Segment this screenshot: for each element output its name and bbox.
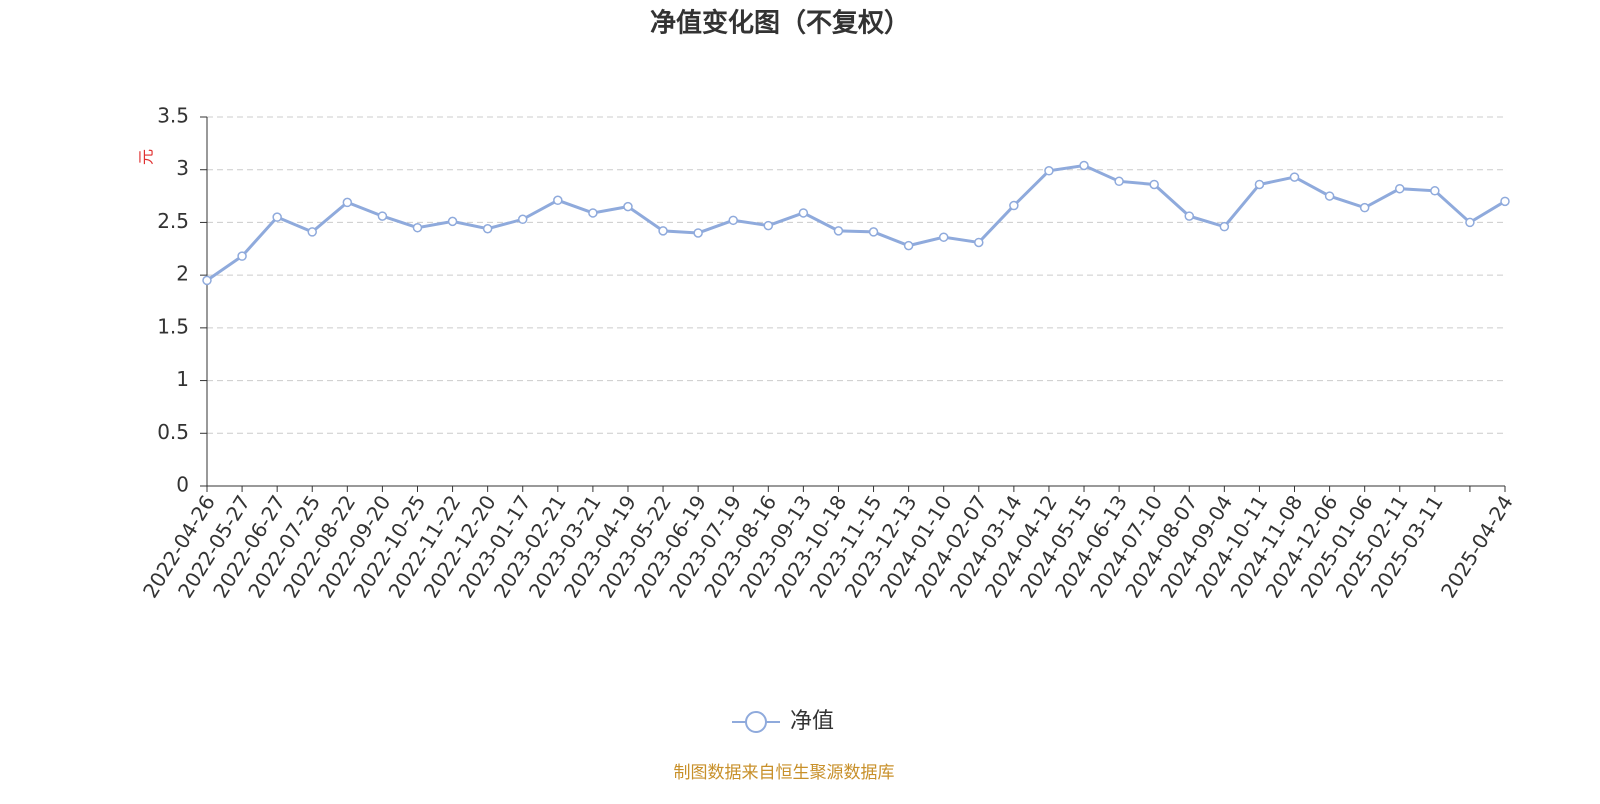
legend-label: 净值 <box>790 709 834 734</box>
point <box>903 240 914 251</box>
x-tick-label: 2025-04-24 <box>1436 491 1518 602</box>
point <box>1114 176 1124 187</box>
point <box>272 212 282 222</box>
point <box>342 197 353 208</box>
y-tick-label: 0 <box>176 473 189 497</box>
source-note: 制图数据来自恒生聚源数据库 <box>674 763 895 783</box>
point <box>763 220 774 231</box>
line <box>206 163 1506 282</box>
point <box>658 226 668 236</box>
point <box>517 214 528 225</box>
point <box>1184 211 1195 221</box>
point <box>728 215 738 226</box>
point <box>1359 202 1370 213</box>
point <box>553 195 563 206</box>
point <box>237 251 247 261</box>
point <box>202 275 212 286</box>
y-tick-label: 2.5 <box>157 209 189 233</box>
y-axis-label: 元 <box>137 149 156 165</box>
point <box>693 228 703 238</box>
point <box>938 232 949 242</box>
y-tick-label: 2 <box>176 262 189 286</box>
point <box>377 211 388 221</box>
point <box>868 227 879 237</box>
y-tick-label: 1 <box>176 367 189 391</box>
chart-title: 净值变化图（不复权） <box>650 8 910 39</box>
point <box>588 208 598 218</box>
y-tick-label: 3 <box>176 156 189 180</box>
point <box>412 222 423 233</box>
point <box>1079 160 1089 171</box>
point <box>1465 217 1475 228</box>
y-tick-label: 0.5 <box>157 420 189 444</box>
point <box>833 226 844 236</box>
point <box>307 227 317 237</box>
point <box>1149 179 1159 190</box>
point <box>1289 172 1300 182</box>
point <box>1044 166 1054 176</box>
point <box>482 224 493 234</box>
point <box>1009 200 1019 211</box>
y-tick-label: 1.5 <box>157 314 189 338</box>
point <box>974 237 984 248</box>
y-tick-label: 3.5 <box>157 104 189 128</box>
point <box>623 201 633 212</box>
point <box>1254 179 1265 190</box>
point <box>1219 221 1230 232</box>
point <box>1500 196 1510 207</box>
legend-icon <box>745 711 767 733</box>
point <box>447 216 458 227</box>
point <box>1324 191 1335 201</box>
point <box>1395 183 1405 194</box>
point <box>1430 186 1440 196</box>
point <box>798 208 809 218</box>
